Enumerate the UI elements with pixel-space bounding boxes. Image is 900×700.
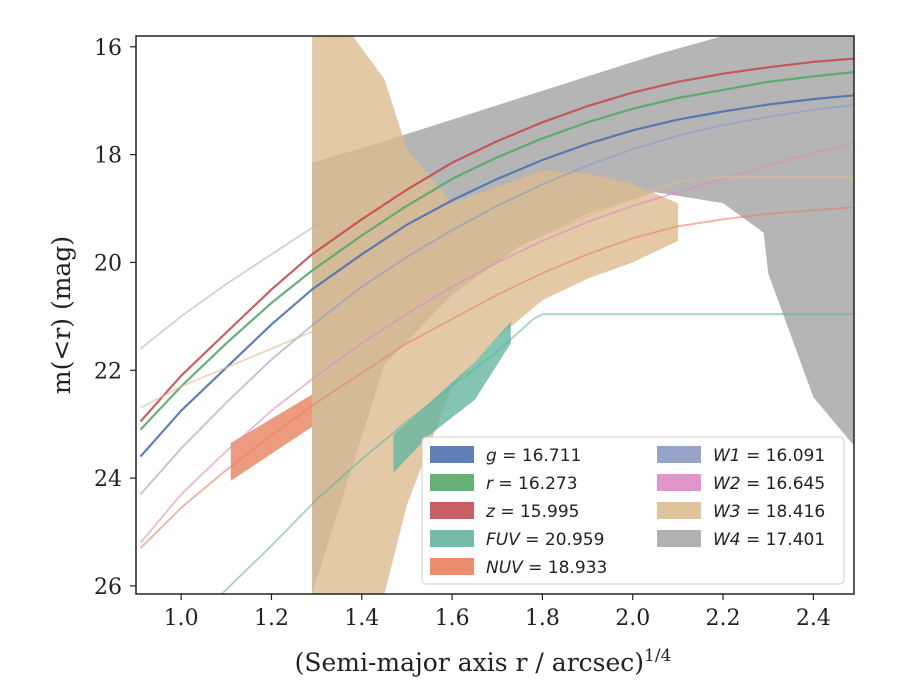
series-line-r [139,71,854,431]
legend-swatch-z [430,502,474,519]
y-tick-label: 20 [94,251,122,276]
band-nuv [230,394,313,481]
legend-label-w2: W2 = 16.645 [713,474,825,494]
legend-label-fuv: FUV = 20.959 [486,530,604,550]
legend-label-z: z = 15.995 [485,502,579,522]
x-tick-label: 2.4 [796,606,831,631]
legend-swatch-g [430,446,474,463]
legend-label-w3: W3 = 18.416 [713,502,825,522]
y-tick-label: 26 [94,575,122,600]
legend-swatch-r [430,474,474,491]
uncertainty-bands [230,36,854,594]
legend-swatch-w2 [657,474,701,491]
legend-box [421,436,845,585]
x-tick-label: 2.0 [615,606,650,631]
legend-swatch-fuv [430,530,474,547]
legend-label-nuv: NUV = 18.933 [486,558,607,578]
legend: g = 16.711 r = 16.273 z = 15.995 FUV = 20.9… [421,436,845,585]
series-line-z [139,57,854,423]
series-lines [139,57,854,594]
legend-swatch-nuv [430,558,474,575]
series-line-fuv [221,313,854,594]
band-fuv [393,321,511,473]
y-tick-label: 22 [94,359,122,384]
y-tick-label: 16 [94,36,122,61]
legend-swatch-w3 [657,502,701,519]
legend-swatch-w4 [657,530,701,547]
x-axis-label-exponent: 1/4 [644,646,671,666]
x-tick-label: 1.8 [525,606,560,631]
y-axis-label: m(<r) (mag) [47,236,76,394]
y-axis-ticks: 16 18 20 22 24 26 [94,36,136,600]
legend-label-g: g = 16.711 [486,446,581,466]
x-axis-ticks: 1.0 1.2 1.4 1.6 1.8 2.0 2.2 2.4 [164,594,831,631]
x-tick-label: 2.2 [706,606,741,631]
x-tick-label: 1.6 [435,606,470,631]
series-line-w1 [139,104,854,495]
y-tick-label: 24 [94,467,122,492]
legend-label-w1: W1 = 16.091 [713,446,825,466]
plot-frame [135,35,855,595]
series-line-w4 [139,223,318,350]
series-line-g [139,94,854,458]
legend-label-r: r = 16.273 [486,474,578,494]
series-line-nuv [139,206,854,549]
legend-label-w4: W4 = 17.401 [713,530,825,550]
x-axis-label: (Semi-major axis r / arcsec)1/4 [295,646,672,677]
y-tick-label: 18 [94,144,122,169]
x-tick-label: 1.2 [254,606,289,631]
x-axis-label-text: (Semi-major axis r / arcsec) [295,648,644,677]
x-tick-label: 1.0 [164,606,199,631]
series-line-w2 [139,141,854,544]
band-w4 [312,36,854,594]
series-line-w3 [140,176,854,409]
legend-swatch-w1 [657,446,701,463]
x-tick-label: 1.4 [344,606,379,631]
